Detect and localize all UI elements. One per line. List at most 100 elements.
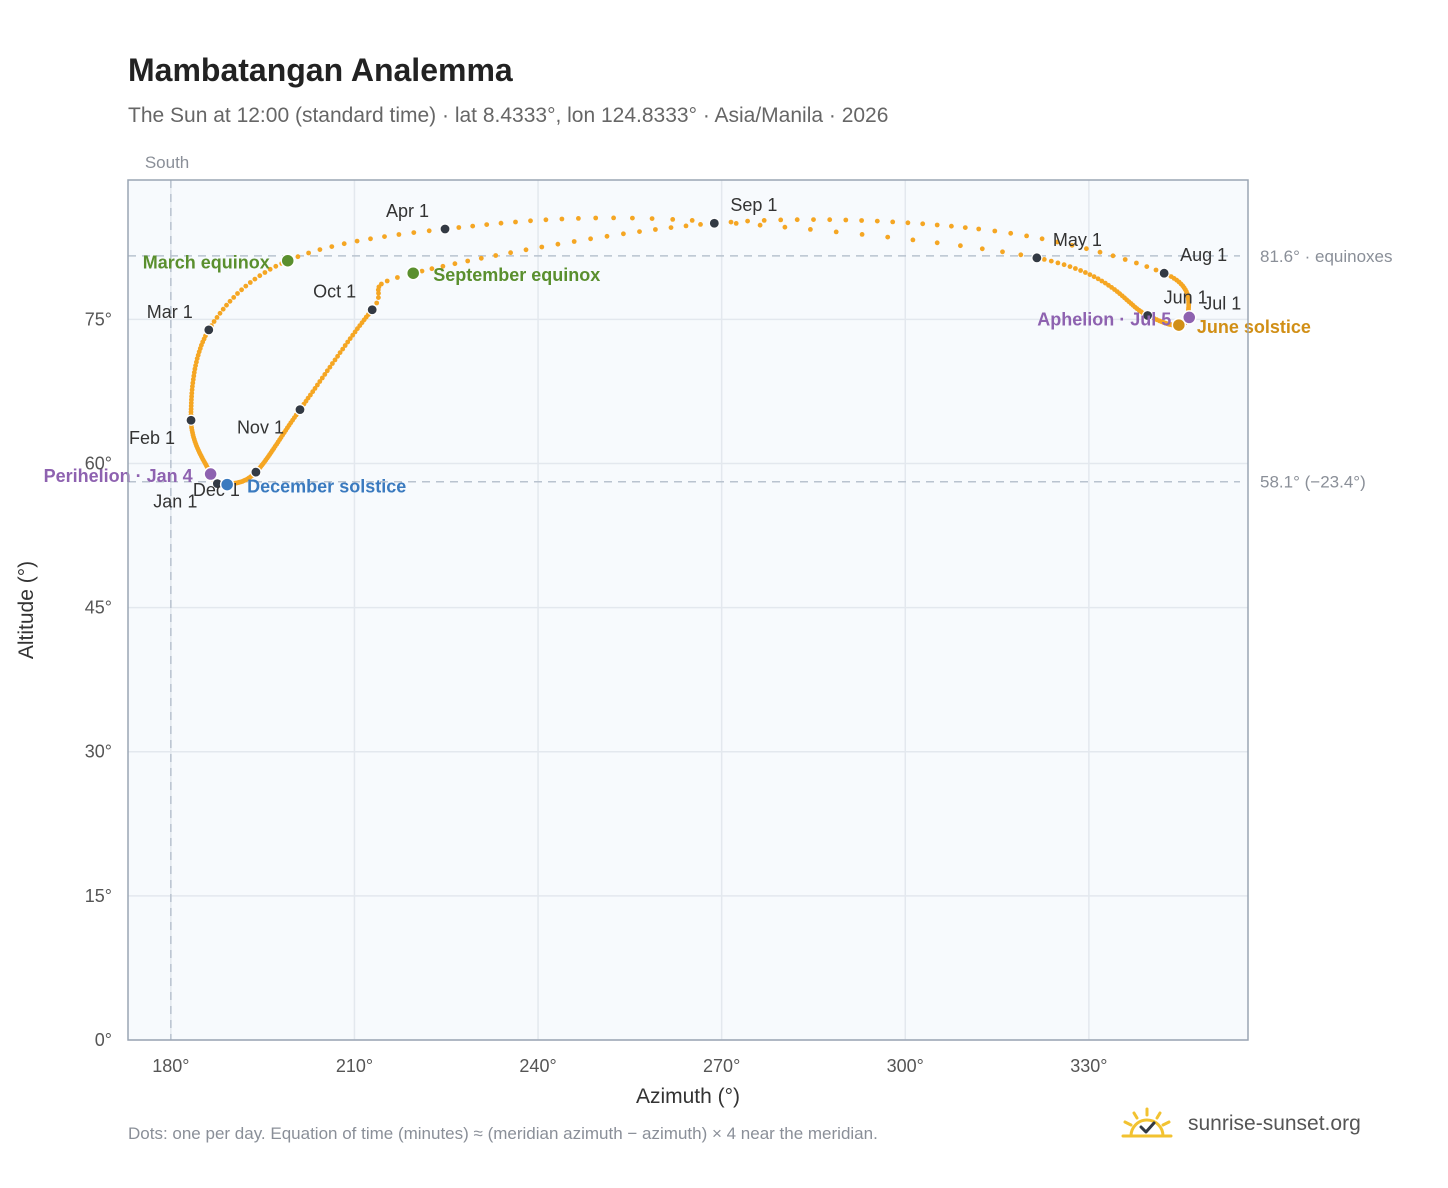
daily-sun-dot xyxy=(890,219,896,225)
daily-sun-dot xyxy=(484,222,490,228)
daily-sun-dot xyxy=(782,224,788,230)
daily-sun-dot xyxy=(332,357,338,363)
daily-sun-dot xyxy=(347,336,353,341)
daily-sun-dot xyxy=(1110,253,1116,259)
y-tick-label: 60° xyxy=(85,453,112,473)
daily-sun-dot xyxy=(1095,276,1101,282)
daily-sun-dot xyxy=(588,236,593,242)
daily-sun-dot xyxy=(465,258,471,264)
event-marker-dot xyxy=(1181,310,1197,325)
month-marker-dot xyxy=(250,466,262,478)
daily-sun-dot xyxy=(1144,264,1150,269)
daily-sun-dot xyxy=(306,250,311,256)
event-marker-label: March equinox xyxy=(143,253,270,273)
daily-sun-dot xyxy=(352,329,358,335)
daily-sun-dot xyxy=(539,244,545,250)
plot-frame xyxy=(127,179,1249,1041)
month-marker-label: Feb 1 xyxy=(129,428,175,448)
daily-sun-dot xyxy=(190,377,196,382)
month-marker-label: Jun 1 xyxy=(1164,287,1208,307)
daily-sun-dot xyxy=(621,231,626,237)
daily-sun-dot xyxy=(778,217,784,223)
daily-sun-dot xyxy=(315,382,320,388)
daily-sun-dot xyxy=(1073,266,1078,271)
daily-sun-dot xyxy=(319,375,325,381)
daily-sun-dot xyxy=(604,233,610,239)
daily-sun-dot xyxy=(368,236,373,242)
daily-sun-dot xyxy=(808,227,813,232)
daily-sun-dot xyxy=(733,221,739,226)
daily-sun-dot xyxy=(470,223,476,229)
axis-ticks: 180° 210° 240° 270° 300° 330° 0° 15° 30° 45° 60° 75… xyxy=(85,309,1108,1076)
daily-sun-dot xyxy=(322,372,328,377)
daily-sun-dot xyxy=(593,215,599,221)
daily-sun-dot xyxy=(243,283,249,289)
daily-sun-dot xyxy=(1067,264,1073,269)
daily-sun-dot xyxy=(330,361,335,366)
daily-sun-dot xyxy=(523,247,529,253)
month-marker-label: Sep 1 xyxy=(730,195,777,215)
daily-sun-dot xyxy=(683,223,689,229)
chart-title: Mambatangan Analemma xyxy=(128,52,513,88)
daily-sun-dot xyxy=(257,273,263,279)
daily-sun-dot xyxy=(1000,249,1005,255)
x-tick-label: 300° xyxy=(887,1056,924,1076)
daily-sun-dot xyxy=(1122,257,1128,262)
daily-sun-dot xyxy=(214,315,220,320)
daily-sun-dot xyxy=(342,343,348,348)
daily-sun-dot xyxy=(949,223,954,229)
daily-sun-dot xyxy=(1097,249,1103,255)
daily-sun-dot xyxy=(859,218,864,223)
daily-sun-dot xyxy=(395,275,400,280)
daily-sun-dot xyxy=(611,215,616,221)
month-marker-label: Oct 1 xyxy=(313,282,356,302)
daily-sun-dot xyxy=(910,237,916,243)
daily-sun-dot xyxy=(508,250,513,256)
event-marker-label: Perihelion · Jan 4 xyxy=(44,466,193,486)
plot-area xyxy=(128,180,1248,1040)
daily-sun-dot xyxy=(757,222,763,228)
daily-sun-dot xyxy=(498,220,504,226)
daily-sun-dot xyxy=(231,295,237,300)
daily-sun-dot xyxy=(1054,239,1060,245)
daily-sun-dot xyxy=(962,225,968,231)
daily-sun-dot xyxy=(1134,260,1139,266)
reference-line-label: 58.1° (−23.4°) xyxy=(1260,473,1366,492)
daily-sun-dot xyxy=(1041,257,1047,262)
brand-name: sunrise-sunset.org xyxy=(1188,1112,1361,1135)
x-axis-title: Azimuth (°) xyxy=(636,1085,740,1108)
daily-sun-dot xyxy=(843,217,849,223)
daily-sun-dot xyxy=(456,225,462,230)
daily-sun-dot xyxy=(235,291,240,296)
daily-sun-dot xyxy=(528,218,533,224)
daily-sun-dot xyxy=(670,217,676,222)
daily-sun-dot xyxy=(794,217,800,223)
daily-sun-dot xyxy=(1083,270,1088,275)
daily-sun-dot xyxy=(630,215,635,221)
daily-sun-dot xyxy=(555,241,561,247)
daily-sun-dot xyxy=(340,346,346,352)
y-tick-label: 75° xyxy=(85,309,112,329)
daily-sun-dot xyxy=(698,222,703,227)
daily-sun-dot xyxy=(920,221,926,227)
daily-sun-dot xyxy=(653,227,658,232)
month-marker-label: May 1 xyxy=(1053,230,1102,250)
daily-sun-dot xyxy=(247,280,253,285)
daily-sun-dot xyxy=(350,332,356,338)
daily-sun-dot xyxy=(345,339,351,345)
brand[interactable]: sunrise-sunset.org xyxy=(1120,1102,1361,1146)
daily-sun-dot xyxy=(376,290,381,296)
event-marker-label: June solstice xyxy=(1197,317,1311,337)
daily-sun-dot xyxy=(419,268,425,274)
daily-sun-dot xyxy=(239,287,245,293)
daily-sun-dot xyxy=(382,234,387,240)
daily-sun-dot xyxy=(543,217,549,223)
month-marker-dot xyxy=(1158,267,1170,279)
daily-sun-dot xyxy=(329,244,335,250)
event-marker-label: December solstice xyxy=(247,477,406,497)
daily-sun-dot xyxy=(220,306,226,312)
daily-sun-dot xyxy=(1024,233,1029,239)
month-marker-dot xyxy=(439,223,451,235)
meridian-label: South xyxy=(145,153,189,172)
